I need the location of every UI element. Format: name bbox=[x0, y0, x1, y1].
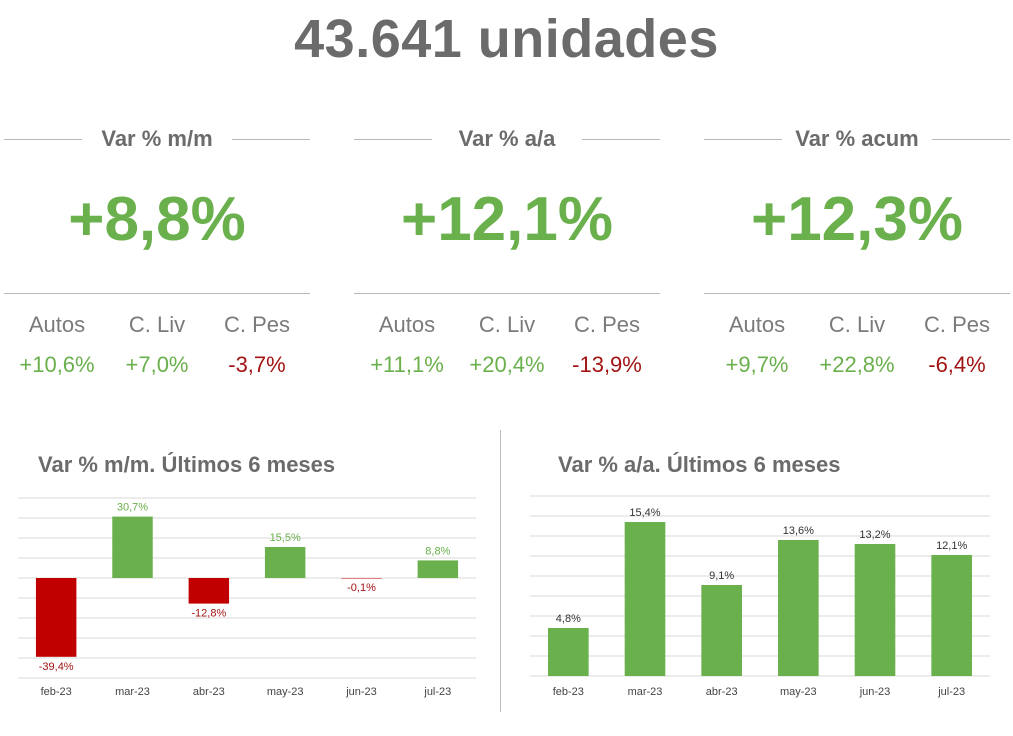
bar bbox=[931, 555, 972, 676]
kpi-sub-value: +10,6% bbox=[19, 352, 95, 377]
kpi-card-mm: Var % m/m +8,8% Autos C. Liv C. Pes +10,… bbox=[4, 120, 310, 390]
bar bbox=[548, 628, 589, 676]
kpi-sub-name: C. Pes bbox=[573, 312, 641, 337]
kpi-label: Var % m/m bbox=[101, 126, 213, 151]
kpi-sub-name: C. Liv bbox=[828, 312, 886, 337]
kpi-value: +8,8% bbox=[68, 185, 246, 254]
kpi-sub-name: Autos bbox=[728, 312, 786, 337]
data-label: 30,7% bbox=[117, 502, 148, 514]
tick-label: may-23 bbox=[267, 686, 304, 698]
chart-title-aa: Var % a/a. Últimos 6 meses bbox=[558, 452, 841, 477]
chart-aa: 4,8% feb-23 15,4% mar-23 9,1% abr-23 13,6% may-… bbox=[530, 495, 990, 698]
chart-divider bbox=[500, 430, 501, 712]
data-label: 15,5% bbox=[270, 532, 301, 544]
tick-label: feb-23 bbox=[41, 686, 72, 698]
bar bbox=[624, 522, 666, 676]
data-label: 12,1% bbox=[936, 540, 967, 552]
data-label: -12,8% bbox=[191, 608, 226, 620]
kpi-sub-value: +22,8% bbox=[819, 352, 895, 377]
data-label: 9,1% bbox=[709, 570, 734, 582]
chart-title-mm: Var % m/m. Últimos 6 meses bbox=[38, 452, 336, 477]
bar bbox=[854, 544, 896, 676]
tick-label: jun-23 bbox=[859, 686, 891, 698]
tick-label: abr-23 bbox=[193, 686, 225, 698]
kpi-sub-value: -13,9% bbox=[572, 352, 642, 377]
kpi-sub-name: C. Pes bbox=[923, 312, 991, 337]
chart-mm: -39,4% feb-23 30,7% mar-23 -12,8% abr-23 15,5%… bbox=[18, 497, 476, 698]
tick-label: mar-23 bbox=[115, 686, 150, 698]
tick-label: feb-23 bbox=[553, 686, 584, 698]
data-label: -0,1% bbox=[347, 582, 376, 594]
kpi-sub-name: C. Pes bbox=[223, 312, 291, 337]
kpi-label: Var % acum bbox=[795, 126, 919, 151]
kpi-sub-value: -3,7% bbox=[228, 352, 286, 377]
data-label: 13,2% bbox=[859, 529, 890, 541]
kpi-line-left bbox=[704, 139, 782, 140]
kpi-separator bbox=[354, 293, 660, 294]
tick-label: abr-23 bbox=[706, 686, 738, 698]
kpi-line-left bbox=[4, 139, 82, 140]
kpi-sub-value: +9,7% bbox=[725, 352, 789, 377]
kpi-line-right bbox=[582, 139, 660, 140]
tick-label: mar-23 bbox=[628, 686, 663, 698]
tick-label: may-23 bbox=[780, 686, 817, 698]
kpi-line-left bbox=[354, 139, 432, 140]
kpi-sub-value: +11,1% bbox=[370, 352, 444, 377]
kpi-label: Var % a/a bbox=[458, 126, 556, 151]
kpi-separator bbox=[4, 293, 310, 294]
bar bbox=[417, 560, 459, 578]
bar bbox=[112, 516, 153, 578]
bar bbox=[341, 578, 382, 579]
kpi-sub-value: -6,4% bbox=[928, 352, 986, 377]
tick-label: jul-23 bbox=[937, 686, 965, 698]
tick-label: jun-23 bbox=[345, 686, 377, 698]
kpi-value: +12,3% bbox=[750, 185, 963, 254]
kpi-sub-name: Autos bbox=[28, 312, 86, 337]
kpi-sub-name: Autos bbox=[378, 312, 436, 337]
bar bbox=[188, 578, 230, 604]
kpi-value: +12,1% bbox=[400, 185, 613, 254]
data-label: 8,8% bbox=[425, 545, 450, 557]
kpi-line-right bbox=[232, 139, 310, 140]
kpi-sub-name: C. Liv bbox=[128, 312, 186, 337]
kpi-sub-name: C. Liv bbox=[478, 312, 536, 337]
kpi-line-right bbox=[932, 139, 1010, 140]
data-label: 15,4% bbox=[629, 507, 660, 519]
kpi-separator bbox=[704, 293, 1010, 294]
page-title: 43.641 unidades bbox=[294, 9, 719, 69]
data-label: 4,8% bbox=[556, 613, 581, 625]
data-label: -39,4% bbox=[39, 661, 74, 673]
bar bbox=[701, 585, 742, 676]
bar bbox=[778, 540, 819, 676]
data-label: 13,6% bbox=[783, 525, 814, 537]
bar bbox=[264, 547, 306, 578]
kpi-card-acum: Var % acum +12,3% Autos C. Liv C. Pes +9… bbox=[704, 120, 1010, 390]
kpi-sub-value: +7,0% bbox=[125, 352, 189, 377]
kpi-card-aa: Var % a/a +12,1% Autos C. Liv C. Pes +11… bbox=[354, 120, 660, 390]
bar bbox=[35, 578, 77, 657]
kpi-sub-value: +20,4% bbox=[469, 352, 545, 377]
tick-label: jul-23 bbox=[423, 686, 451, 698]
